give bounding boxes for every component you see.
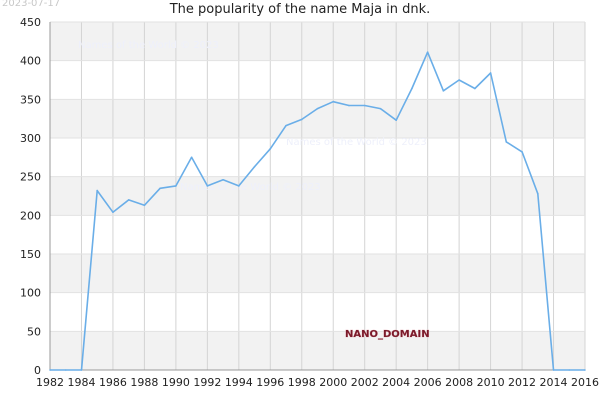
data-point bbox=[489, 72, 492, 74]
x-tick-label: 1988 bbox=[130, 376, 158, 389]
x-tick-label: 2004 bbox=[382, 376, 410, 389]
data-point bbox=[285, 124, 287, 127]
y-tick-label: 50 bbox=[27, 325, 41, 338]
data-point bbox=[253, 165, 256, 168]
data-point bbox=[316, 107, 319, 110]
grid-band bbox=[50, 254, 585, 293]
data-point bbox=[190, 156, 193, 159]
x-tick-label: 1990 bbox=[162, 376, 190, 389]
data-point bbox=[536, 192, 539, 195]
x-tick-label: 2006 bbox=[414, 376, 442, 389]
watermark-1: Names of the World © 2023 bbox=[78, 40, 219, 51]
date-stamp: 2023-07-17 bbox=[2, 0, 61, 9]
grid-band bbox=[50, 22, 585, 61]
data-point bbox=[411, 87, 413, 90]
data-point bbox=[49, 369, 51, 371]
domain-watermark: NANO_DOMAIN bbox=[345, 329, 430, 340]
data-point bbox=[426, 51, 429, 53]
grid-band bbox=[50, 99, 585, 138]
watermark-3: Names of the World © 2023 bbox=[180, 182, 321, 193]
y-tick-label: 250 bbox=[20, 171, 41, 184]
data-point bbox=[505, 141, 508, 143]
x-tick-label: 1998 bbox=[288, 376, 316, 389]
grid-band bbox=[50, 176, 585, 216]
y-tick-label: 150 bbox=[20, 248, 41, 261]
x-tick-label: 2012 bbox=[508, 376, 536, 389]
data-point bbox=[238, 185, 240, 187]
data-point bbox=[348, 104, 350, 107]
data-point bbox=[395, 119, 397, 122]
data-point bbox=[379, 107, 382, 110]
x-tick-label: 1986 bbox=[99, 376, 127, 389]
x-tick-label: 1992 bbox=[193, 376, 221, 389]
x-tick-label: 2000 bbox=[319, 376, 347, 389]
x-tick-label: 1996 bbox=[256, 376, 284, 389]
y-tick-label: 200 bbox=[20, 209, 41, 222]
x-tick-label: 2008 bbox=[445, 376, 473, 389]
data-point bbox=[206, 185, 209, 187]
chart-title: The popularity of the name Maja in dnk. bbox=[169, 2, 431, 17]
y-tick-label: 0 bbox=[34, 364, 41, 377]
y-tick-label: 450 bbox=[20, 16, 41, 29]
grid-band bbox=[50, 331, 585, 370]
x-tick-label: 2016 bbox=[571, 376, 599, 389]
data-point bbox=[269, 148, 272, 150]
data-point bbox=[584, 369, 586, 371]
data-point bbox=[458, 79, 460, 81]
data-point bbox=[363, 104, 366, 107]
y-tick-label: 100 bbox=[20, 287, 41, 300]
x-tick-label: 1994 bbox=[225, 376, 253, 389]
data-point bbox=[175, 185, 177, 187]
data-point bbox=[300, 118, 303, 121]
watermark-2: Names of the World © 2023 bbox=[286, 137, 427, 148]
x-tick-label: 1982 bbox=[36, 376, 64, 389]
data-point bbox=[96, 189, 99, 192]
data-point bbox=[552, 369, 555, 371]
data-point bbox=[332, 100, 335, 103]
x-tick-label: 2010 bbox=[477, 376, 505, 389]
data-point bbox=[568, 369, 571, 371]
y-tick-label: 350 bbox=[20, 93, 41, 106]
x-tick-label: 1984 bbox=[67, 376, 95, 389]
data-point bbox=[64, 369, 67, 371]
data-point bbox=[112, 211, 114, 214]
data-point bbox=[80, 369, 83, 371]
y-tick-label: 300 bbox=[20, 132, 41, 145]
data-point bbox=[143, 204, 146, 207]
data-point bbox=[159, 187, 161, 190]
data-point bbox=[127, 199, 130, 201]
data-point bbox=[521, 151, 523, 153]
data-point bbox=[442, 90, 445, 92]
data-point bbox=[474, 87, 476, 90]
y-tick-label: 400 bbox=[20, 55, 41, 68]
x-tick-label: 2002 bbox=[351, 376, 379, 389]
data-point bbox=[222, 178, 224, 181]
x-tick-label: 2014 bbox=[540, 376, 568, 389]
